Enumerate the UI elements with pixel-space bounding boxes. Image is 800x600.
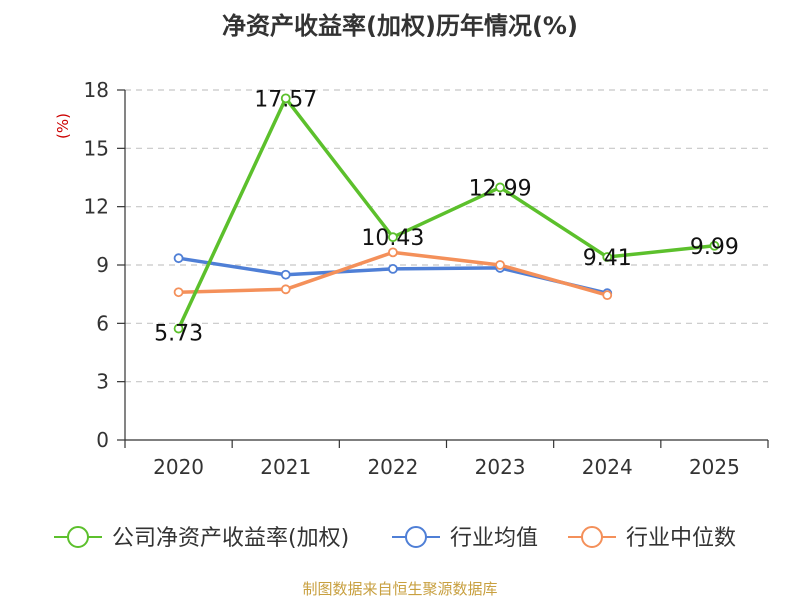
legend-marker xyxy=(67,526,89,548)
data-label: 17.57 xyxy=(254,87,317,112)
grid-lines xyxy=(125,89,768,383)
x-tick-label: 2025 xyxy=(689,455,740,479)
legend: 公司净资产收益率(加权) 行业均值 行业中位数 xyxy=(54,526,736,551)
y-tick-label: 6 xyxy=(96,311,109,335)
data-label: 9.99 xyxy=(690,235,739,260)
series-point xyxy=(173,323,184,334)
x-tick-label: 2022 xyxy=(367,455,418,479)
y-tick-label: 3 xyxy=(96,370,109,394)
y-tick-label: 15 xyxy=(84,136,109,160)
legend-label: 公司净资产收益率(加权) xyxy=(112,526,349,551)
legend-marker xyxy=(405,526,427,548)
data-label: 12.99 xyxy=(469,176,532,201)
series-point xyxy=(602,252,613,262)
series-point xyxy=(388,247,398,258)
y-tick-label: 0 xyxy=(96,428,109,452)
y-tick-label: 9 xyxy=(96,253,109,277)
data-label: 9.41 xyxy=(583,246,632,271)
data-label: 10.43 xyxy=(361,226,424,251)
y-tick-label: 18 xyxy=(84,78,109,102)
series-point xyxy=(602,290,613,301)
series-point xyxy=(495,182,505,193)
y-axis-ticks: 0 3 6 9 12 15 18 xyxy=(84,78,125,452)
series-point xyxy=(388,232,398,243)
data-label: 5.73 xyxy=(154,322,203,347)
x-tick-label: 2020 xyxy=(153,455,204,479)
y-axis-unit: (%) xyxy=(54,113,72,139)
legend-label: 行业中位数 xyxy=(626,526,736,551)
series-line xyxy=(176,96,715,330)
source-note: 制图数据来自恒生聚源数据库 xyxy=(302,580,497,598)
series-point xyxy=(709,240,720,251)
series-point xyxy=(388,263,398,274)
x-tick-label: 2024 xyxy=(582,455,633,479)
legend-marker xyxy=(581,526,603,548)
y-tick-label: 12 xyxy=(84,195,109,219)
series-group xyxy=(173,93,720,334)
data-labels: 5.73 17.57 10.43 12.99 9.41 9.99 xyxy=(154,87,739,346)
chart-title: 净资产收益率(加权)历年情况(%) xyxy=(222,12,578,40)
series-point xyxy=(280,284,291,295)
legend-label: 行业均值 xyxy=(450,526,538,551)
x-axis-ticks: 2020 2021 2022 2023 2024 2025 xyxy=(124,440,769,479)
series-point xyxy=(173,287,184,298)
series-point xyxy=(495,260,505,270)
series-point xyxy=(280,269,291,280)
x-tick-label: 2021 xyxy=(260,455,311,479)
series-point xyxy=(173,253,184,264)
series-point xyxy=(280,93,291,104)
x-tick-label: 2023 xyxy=(475,455,526,479)
